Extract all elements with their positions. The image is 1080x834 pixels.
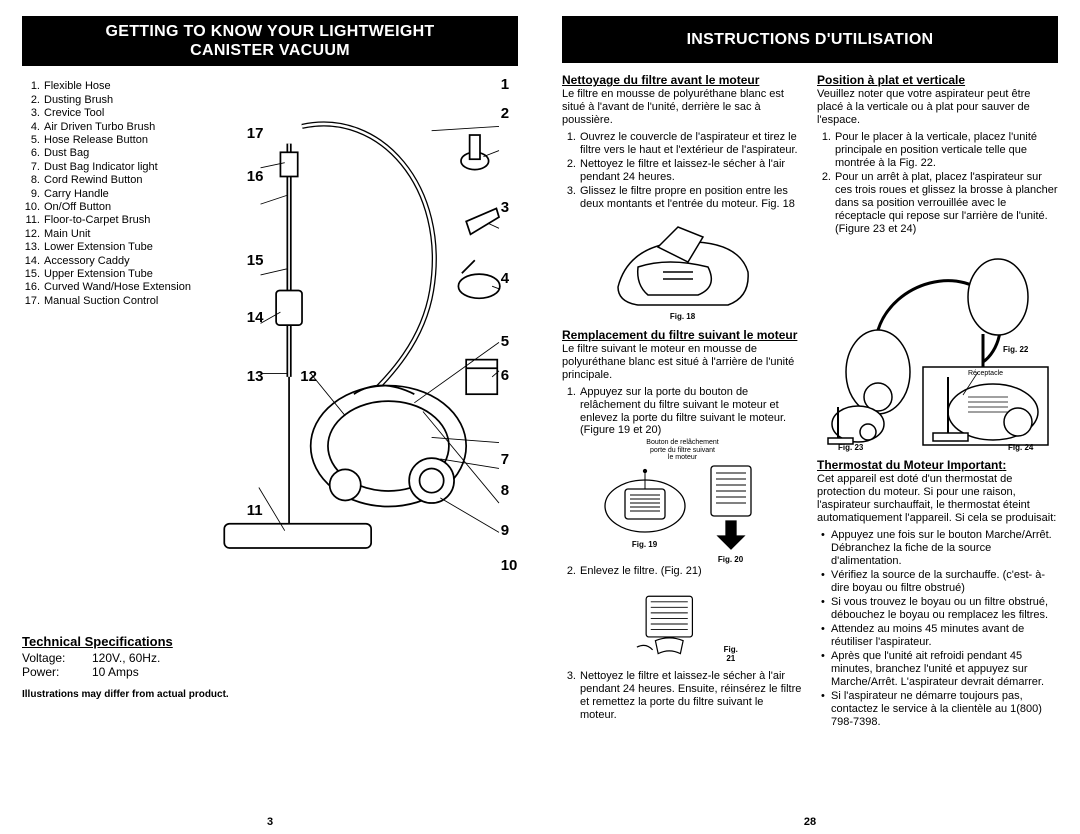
- title-bar-right: INSTRUCTIONS D'UTILISATION: [562, 16, 1058, 63]
- fig19-20-toplabel: Bouton de relâchement porte du filtre su…: [562, 439, 803, 461]
- s2-item1: Appuyez sur la porte du bouton de relâch…: [580, 386, 803, 438]
- callout-8: 8: [501, 482, 509, 499]
- callout-13: 13: [247, 368, 264, 385]
- parts-list-item: 16.Curved Wand/Hose Extension: [22, 281, 197, 294]
- sect4-list: •Appuyez une fois sur le bouton Marche/A…: [817, 529, 1058, 729]
- callout-4: 4: [501, 270, 509, 287]
- s1-item: 3.Glissez le filtre propre en position e…: [562, 185, 803, 211]
- s2-item3: Nettoyez le filtre et laissez-le sécher …: [580, 670, 803, 722]
- sect2-list-2: 2.Enlevez le filtre. (Fig. 21): [562, 565, 803, 578]
- s2-item2: Enlevez le filtre. (Fig. 21): [580, 565, 803, 578]
- parts-list-item: 6.Dust Bag: [22, 147, 197, 160]
- col-left: Nettoyage du filtre avant le moteur Le f…: [562, 73, 803, 729]
- fig18-label: Fig. 18: [608, 312, 758, 321]
- sect1-head: Nettoyage du filtre avant le moteur: [562, 73, 803, 87]
- disclaimer: Illustrations may differ from actual pro…: [22, 689, 518, 700]
- parts-list-item: 5.Hose Release Button: [22, 134, 197, 147]
- callout-17: 17: [247, 125, 264, 142]
- fig19-20: Fig. 19 Fig.: [562, 461, 803, 564]
- parts-list-item: 15.Upper Extension Tube: [22, 268, 197, 281]
- page-right: INSTRUCTIONS D'UTILISATION Nettoyage du …: [540, 0, 1080, 834]
- parts-list-item: 11.Floor-to-Carpet Brush: [22, 214, 197, 227]
- fig18: Fig. 18: [608, 217, 758, 321]
- sect1-list: 1.Ouvrez le couvercle de l'aspirateur et…: [562, 131, 803, 211]
- callout-9: 9: [501, 522, 509, 539]
- sect3-head: Position à plat et verticale: [817, 73, 1058, 87]
- parts-area: 1.Flexible Hose2.Dusting Brush3.Crevice …: [22, 76, 518, 626]
- svg-text:Fig. 24: Fig. 24: [1008, 443, 1034, 452]
- parts-list-item: 14.Accessory Caddy: [22, 255, 197, 268]
- sect4-text: Cet appareil est doté d'un thermostat de…: [817, 473, 1058, 525]
- parts-list-item: 10.On/Off Button: [22, 201, 197, 214]
- tech-specs: Technical Specifications Voltage:120V., …: [22, 634, 518, 679]
- parts-list-item: 4.Air Driven Turbo Brush: [22, 121, 197, 134]
- parts-list: 1.Flexible Hose2.Dusting Brush3.Crevice …: [22, 76, 197, 626]
- callout-2: 2: [501, 105, 509, 122]
- parts-list-item: 12.Main Unit: [22, 228, 197, 241]
- svg-text:Fig. 23: Fig. 23: [838, 443, 864, 452]
- callout-15: 15: [247, 252, 264, 269]
- fig22-24: Fig. 22 Réceptacle Fig. 23 Fig. 24: [823, 242, 1053, 452]
- tech-specs-head: Technical Specifications: [22, 634, 518, 649]
- callout-1: 1: [501, 76, 509, 93]
- s1-item: 1.Ouvrez le couvercle de l'aspirateur et…: [562, 131, 803, 157]
- sect4-head: Thermostat du Moteur Important:: [817, 458, 1058, 472]
- page-left: GETTING TO KNOW YOUR LIGHTWEIGHT CANISTE…: [0, 0, 540, 834]
- parts-list-item: 2.Dusting Brush: [22, 94, 197, 107]
- s4-bullet: •Appuyez une fois sur le bouton Marche/A…: [817, 529, 1058, 568]
- callout-5: 5: [501, 333, 509, 350]
- sect1-text: Le filtre en mousse de polyuréthane blan…: [562, 88, 803, 127]
- s4-bullet: •Après que l'unité ait refroidi pendant …: [817, 650, 1058, 689]
- parts-list-item: 3.Crevice Tool: [22, 107, 197, 120]
- svg-text:Fig. 22: Fig. 22: [1003, 345, 1029, 354]
- fig21-label: Fig. 21: [719, 645, 742, 664]
- callout-10: 10: [501, 557, 518, 574]
- sect2-head: Remplacement du filtre suivant le moteur: [562, 328, 803, 342]
- fig21: Fig. 21: [623, 584, 743, 664]
- sect2-list-3: 3.Nettoyez le filtre et laissez-le séche…: [562, 670, 803, 722]
- parts-list-item: 1.Flexible Hose: [22, 80, 197, 93]
- vacuum-diagram: 1217163154145613127811910: [207, 76, 518, 626]
- s3-item: 2.Pour un arrêt à plat, placez l'aspirat…: [817, 171, 1058, 236]
- tech-row: Voltage:120V., 60Hz.: [22, 651, 518, 665]
- parts-list-item: 17.Manual Suction Control: [22, 295, 197, 308]
- tech-row: Power:10 Amps: [22, 665, 518, 679]
- page-number-right: 28: [540, 816, 1080, 828]
- callout-11: 11: [247, 502, 263, 519]
- callout-16: 16: [247, 168, 264, 185]
- parts-list-item: 8.Cord Rewind Button: [22, 174, 197, 187]
- sect3-list: 1.Pour le placer à la verticale, placez …: [817, 131, 1058, 236]
- s4-bullet: •Vérifiez la source de la surchauffe. (c…: [817, 569, 1058, 595]
- callout-7: 7: [501, 451, 509, 468]
- page-number-left: 3: [0, 816, 540, 828]
- vacuum-illustration: [207, 76, 518, 626]
- col-right: Position à plat et verticale Veuillez no…: [817, 73, 1058, 729]
- s3-item: 1.Pour le placer à la verticale, placez …: [817, 131, 1058, 170]
- parts-list-item: 9.Carry Handle: [22, 188, 197, 201]
- parts-list-item: 13.Lower Extension Tube: [22, 241, 197, 254]
- title-bar-left: GETTING TO KNOW YOUR LIGHTWEIGHT CANISTE…: [22, 16, 518, 66]
- svg-text:Réceptacle: Réceptacle: [968, 370, 1003, 377]
- callout-3: 3: [501, 199, 509, 216]
- s4-bullet: •Si vous trouvez le boyau ou un filtre o…: [817, 596, 1058, 622]
- s4-bullet: •Attendez au moins 45 minutes avant de r…: [817, 623, 1058, 649]
- fig19-label: Fig. 19: [600, 540, 690, 549]
- fig20-label: Fig. 20: [696, 555, 766, 564]
- callout-12: 12: [300, 368, 317, 385]
- columns: Nettoyage du filtre avant le moteur Le f…: [562, 73, 1058, 729]
- s4-bullet: •Si l'aspirateur ne démarre toujours pas…: [817, 690, 1058, 729]
- callout-14: 14: [247, 309, 264, 326]
- sect3-text: Veuillez noter que votre aspirateur peut…: [817, 88, 1058, 127]
- sect2-text: Le filtre suivant le moteur en mousse de…: [562, 343, 803, 382]
- callout-6: 6: [501, 367, 509, 384]
- parts-list-item: 7.Dust Bag Indicator light: [22, 161, 197, 174]
- s1-item: 2.Nettoyez le filtre et laissez-le séche…: [562, 158, 803, 184]
- sect2-list: 1.Appuyez sur la porte du bouton de relâ…: [562, 386, 803, 438]
